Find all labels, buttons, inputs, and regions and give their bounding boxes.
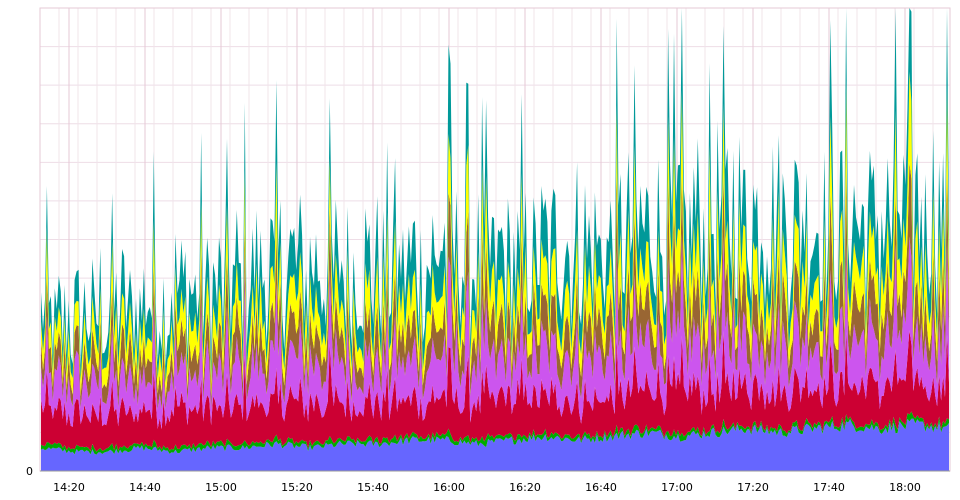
x-tick-label: 18:00: [889, 481, 921, 494]
x-tick-label: 17:00: [661, 481, 693, 494]
x-axis-ticks: 14:20 14:40 15:00 15:20 15:40 16:00 16:20 16:40…: [53, 481, 921, 494]
series-area-0: [41, 418, 949, 471]
x-tick-label: 14:20: [53, 481, 85, 494]
x-tick-label: 16:40: [585, 481, 617, 494]
series-areas: [41, 8, 949, 471]
x-tick-label: 15:20: [281, 481, 313, 494]
series-area-2: [41, 330, 949, 452]
x-tick-label: 16:20: [509, 481, 541, 494]
x-tick-label: 16:00: [433, 481, 465, 494]
x-tick-label: 17:20: [737, 481, 769, 494]
x-tick-label: 15:40: [357, 481, 389, 494]
y-tick-label-0: 0: [26, 465, 33, 478]
x-tick-label: 17:40: [813, 481, 845, 494]
x-tick-label: 14:40: [129, 481, 161, 494]
series-area-3: [41, 233, 949, 430]
x-tick-label: 15:00: [205, 481, 237, 494]
